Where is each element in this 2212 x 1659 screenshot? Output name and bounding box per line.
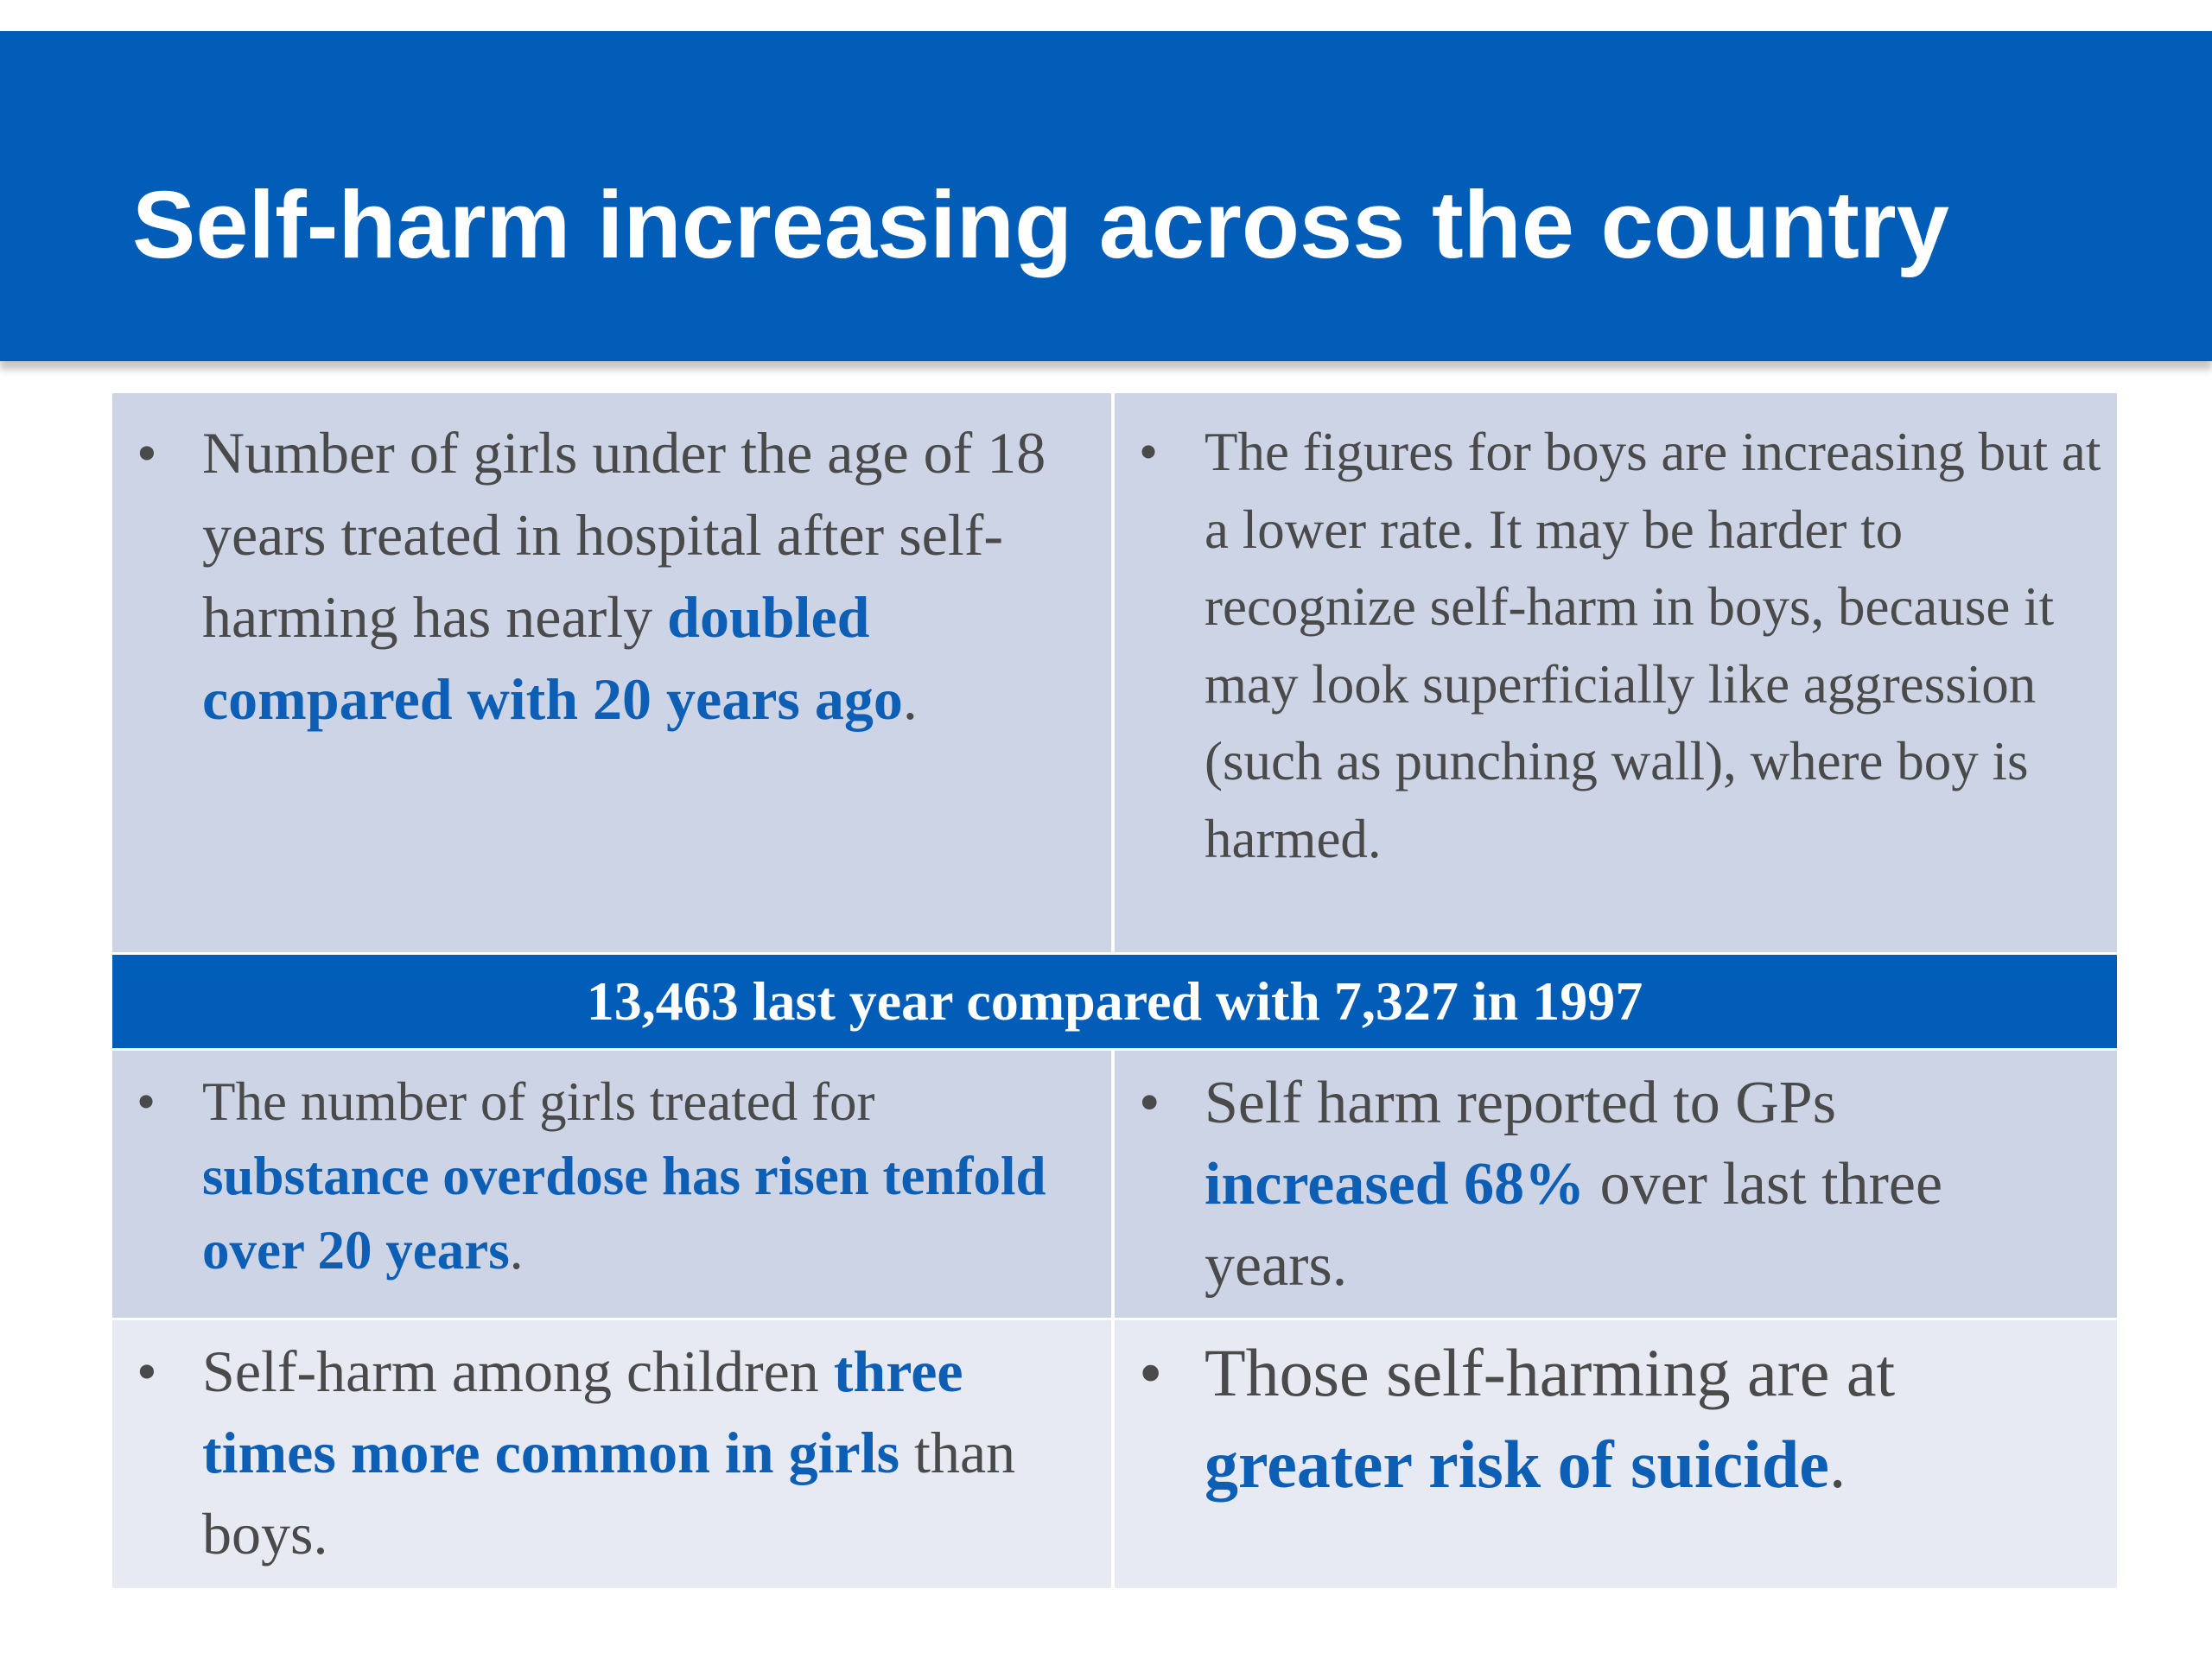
bullet-icon: • <box>137 1338 157 1404</box>
table-row: • Number of girls under the age of 18 yea… <box>112 393 2117 955</box>
bullet-icon: • <box>1139 1070 1160 1136</box>
bullet-suicide-risk: • Those self-harming are at greater risk … <box>1139 1327 2069 1510</box>
cell-girls-vs-boys: • Self-harm among children three times mo… <box>112 1320 1115 1588</box>
cell-boys-figures: • The figures for boys are increasing but… <box>1115 393 2117 952</box>
bullet-icon: • <box>137 420 157 486</box>
slide-title: Self-harm increasing across the country <box>132 172 1949 278</box>
emphasis-text: increased 68% <box>1205 1151 1586 1217</box>
bullet-icon: • <box>137 1071 156 1132</box>
emphasis-text: doubled compared with 20 years ago <box>202 584 903 732</box>
cell-overdose: • The number of girls treated for substan… <box>112 1051 1115 1318</box>
bullet-overdose: • The number of girls treated for substan… <box>137 1065 1066 1287</box>
cell-girls-hospital: • Number of girls under the age of 18 yea… <box>112 393 1115 952</box>
bullet-girls-hospital: • Number of girls under the age of 18 yea… <box>137 412 1092 741</box>
comparison-banner: 13,463 last year compared with 7,327 in … <box>112 955 2117 1051</box>
title-bar: Self-harm increasing across the country <box>0 31 2212 361</box>
bullet-gp-reports: • Self harm reported to GPs increased 68%… <box>1139 1063 2069 1306</box>
bullet-boys-figures: • The figures for boys are increasing but… <box>1139 414 2103 878</box>
bullet-icon: • <box>1139 422 1159 482</box>
bullet-girls-vs-boys: • Self-harm among children three times mo… <box>137 1331 1101 1574</box>
emphasis-text: substance overdose has risen tenfold ove… <box>202 1146 1046 1281</box>
table-row: • The number of girls treated for substan… <box>112 1051 2117 1320</box>
bullet-icon: • <box>1139 1335 1163 1410</box>
emphasis-text: greater risk of suicide <box>1205 1427 1829 1502</box>
cell-gp-reports: • Self harm reported to GPs increased 68%… <box>1115 1051 2117 1318</box>
facts-table: • Number of girls under the age of 18 yea… <box>112 393 2117 1588</box>
table-row: • Self-harm among children three times mo… <box>112 1320 2117 1588</box>
emphasis-text: three times more common in girls <box>202 1338 963 1485</box>
cell-suicide-risk: • Those self-harming are at greater risk … <box>1115 1320 2117 1588</box>
